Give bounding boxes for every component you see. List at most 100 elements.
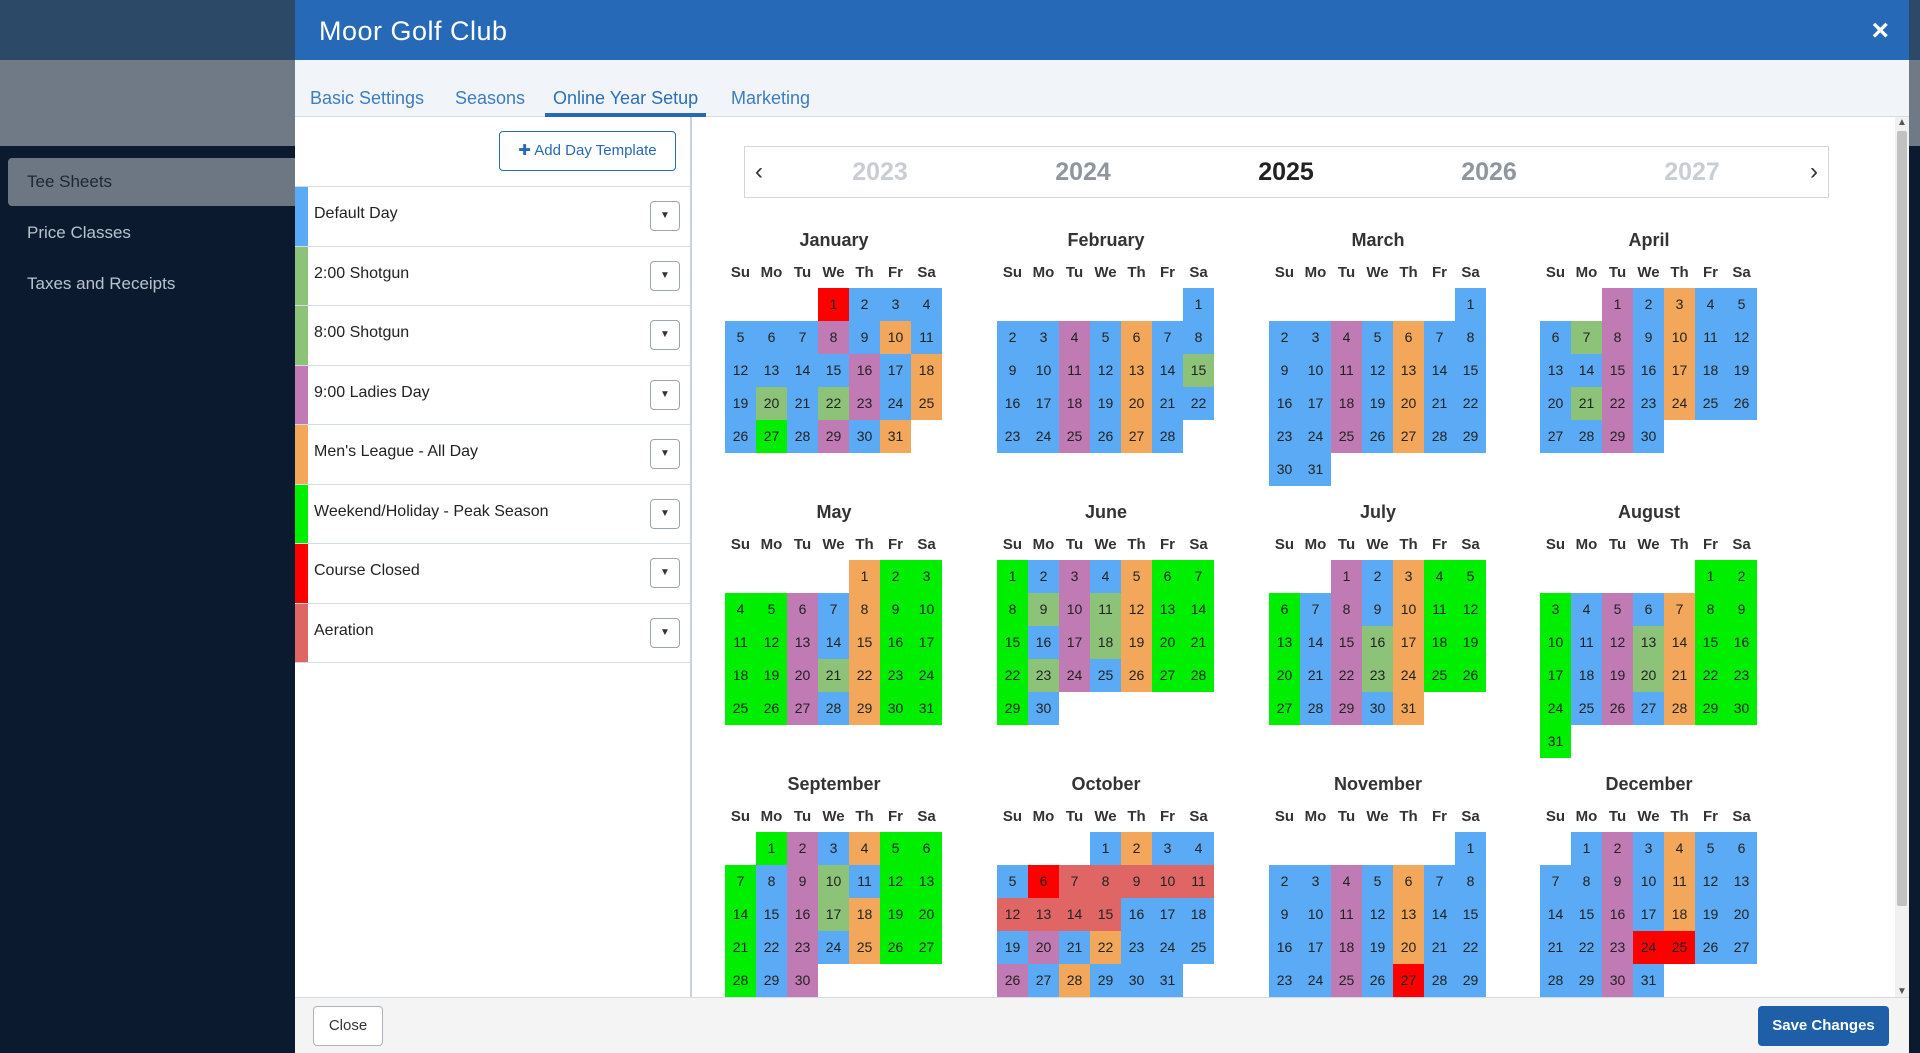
calendar-day[interactable]: 1 [997, 560, 1028, 593]
calendar-day[interactable]: 11 [1331, 354, 1362, 387]
calendar-day[interactable]: 17 [880, 354, 911, 387]
chevron-down-icon[interactable]: ▼ [650, 320, 680, 350]
calendar-day[interactable]: 12 [756, 626, 787, 659]
calendar-day[interactable]: 16 [849, 354, 880, 387]
calendar-day[interactable]: 7 [1300, 593, 1331, 626]
calendar-day[interactable]: 21 [1424, 387, 1455, 420]
calendar-day[interactable]: 19 [1726, 354, 1757, 387]
calendar-day[interactable]: 25 [1183, 931, 1214, 964]
calendar-day[interactable]: 11 [911, 321, 942, 354]
calendar-day[interactable]: 18 [1695, 354, 1726, 387]
calendar-day[interactable]: 11 [1571, 626, 1602, 659]
calendar-day[interactable]: 17 [911, 626, 942, 659]
chevron-down-icon[interactable]: ▼ [650, 617, 680, 648]
calendar-day[interactable]: 22 [756, 931, 787, 964]
day-template-item[interactable]: 2:00 Shotgun ▼ [295, 246, 690, 306]
chevron-down-icon[interactable]: ▼ [650, 498, 680, 529]
calendar-day[interactable]: 22 [849, 659, 880, 692]
calendar-day[interactable]: 3 [1393, 560, 1424, 593]
calendar-day[interactable]: 22 [1455, 387, 1486, 420]
calendar-day[interactable]: 29 [1090, 964, 1121, 997]
calendar-day[interactable]: 22 [1695, 659, 1726, 692]
calendar-day[interactable]: 8 [997, 593, 1028, 626]
calendar-day[interactable]: 31 [1540, 725, 1571, 758]
calendar-day[interactable]: 10 [1028, 354, 1059, 387]
calendar-day[interactable]: 2 [787, 832, 818, 865]
scroll-down-icon[interactable]: ▼ [1897, 986, 1907, 997]
calendar-day[interactable]: 1 [1331, 560, 1362, 593]
calendar-day[interactable]: 4 [1331, 321, 1362, 354]
calendar-day[interactable]: 14 [1059, 898, 1090, 931]
calendar-day[interactable]: 6 [1393, 865, 1424, 898]
calendar-day[interactable]: 13 [1540, 354, 1571, 387]
calendar-day[interactable]: 20 [1726, 898, 1757, 931]
calendar-day[interactable]: 13 [756, 354, 787, 387]
calendar-day[interactable]: 3 [1059, 560, 1090, 593]
calendar-day[interactable]: 4 [849, 832, 880, 865]
calendar-day[interactable]: 9 [1269, 898, 1300, 931]
calendar-day[interactable]: 1 [1602, 288, 1633, 321]
calendar-day[interactable]: 13 [1152, 593, 1183, 626]
calendar-day[interactable]: 20 [1028, 931, 1059, 964]
calendar-day[interactable]: 26 [1695, 931, 1726, 964]
calendar-day[interactable]: 2 [1028, 560, 1059, 593]
calendar-day[interactable]: 15 [1183, 354, 1214, 387]
calendar-day[interactable]: 28 [1183, 659, 1214, 692]
calendar-day[interactable]: 12 [1602, 626, 1633, 659]
calendar-day[interactable]: 2 [880, 560, 911, 593]
calendar-day[interactable]: 30 [1121, 964, 1152, 997]
calendar-day[interactable]: 7 [1664, 593, 1695, 626]
calendar-day[interactable]: 11 [1664, 865, 1695, 898]
calendar-day[interactable]: 10 [1393, 593, 1424, 626]
calendar-day[interactable]: 3 [1300, 321, 1331, 354]
calendar-day[interactable]: 8 [1602, 321, 1633, 354]
calendar-day[interactable]: 6 [1726, 832, 1757, 865]
calendar-day[interactable]: 26 [1121, 659, 1152, 692]
calendar-day[interactable]: 29 [818, 420, 849, 453]
calendar-day[interactable]: 14 [725, 898, 756, 931]
calendar-day[interactable]: 28 [725, 964, 756, 997]
chevron-down-icon[interactable]: ▼ [650, 558, 680, 588]
calendar-day[interactable]: 12 [1455, 593, 1486, 626]
calendar-day[interactable]: 22 [1571, 931, 1602, 964]
calendar-day[interactable]: 14 [1152, 354, 1183, 387]
save-changes-button[interactable]: Save Changes [1758, 1006, 1889, 1046]
calendar-day[interactable]: 4 [1090, 560, 1121, 593]
calendar-day[interactable]: 7 [818, 593, 849, 626]
calendar-day[interactable]: 20 [1121, 387, 1152, 420]
calendar-day[interactable]: 13 [787, 626, 818, 659]
calendar-day[interactable]: 7 [1571, 321, 1602, 354]
calendar-day[interactable]: 10 [880, 321, 911, 354]
calendar-day[interactable]: 15 [997, 626, 1028, 659]
calendar-day[interactable]: 21 [818, 659, 849, 692]
calendar-day[interactable]: 26 [1090, 420, 1121, 453]
calendar-day[interactable]: 11 [849, 865, 880, 898]
tab-seasons[interactable]: Seasons [455, 88, 526, 108]
calendar-day[interactable]: 2 [1269, 321, 1300, 354]
calendar-day[interactable]: 20 [1540, 387, 1571, 420]
calendar-day[interactable]: 7 [1183, 560, 1214, 593]
calendar-day[interactable]: 17 [818, 898, 849, 931]
calendar-day[interactable]: 18 [1090, 626, 1121, 659]
calendar-day[interactable]: 5 [1602, 593, 1633, 626]
calendar-day[interactable]: 17 [1152, 898, 1183, 931]
calendar-day[interactable]: 13 [911, 865, 942, 898]
calendar-day[interactable]: 15 [1331, 626, 1362, 659]
calendar-day[interactable]: 3 [911, 560, 942, 593]
calendar-day[interactable]: 4 [911, 288, 942, 321]
calendar-day[interactable]: 14 [1183, 593, 1214, 626]
calendar-day[interactable]: 23 [1269, 964, 1300, 997]
calendar-day[interactable]: 24 [1393, 659, 1424, 692]
calendar-day[interactable]: 5 [880, 832, 911, 865]
calendar-day[interactable]: 10 [1664, 321, 1695, 354]
calendar-day[interactable]: 6 [1393, 321, 1424, 354]
calendar-day[interactable]: 5 [756, 593, 787, 626]
calendar-day[interactable]: 7 [1059, 865, 1090, 898]
calendar-day[interactable]: 3 [880, 288, 911, 321]
calendar-day[interactable]: 15 [1455, 898, 1486, 931]
calendar-day[interactable]: 16 [997, 387, 1028, 420]
calendar-day[interactable]: 21 [1540, 931, 1571, 964]
calendar-day[interactable]: 3 [1300, 865, 1331, 898]
calendar-day[interactable]: 18 [1059, 387, 1090, 420]
calendar-day[interactable]: 24 [1300, 420, 1331, 453]
